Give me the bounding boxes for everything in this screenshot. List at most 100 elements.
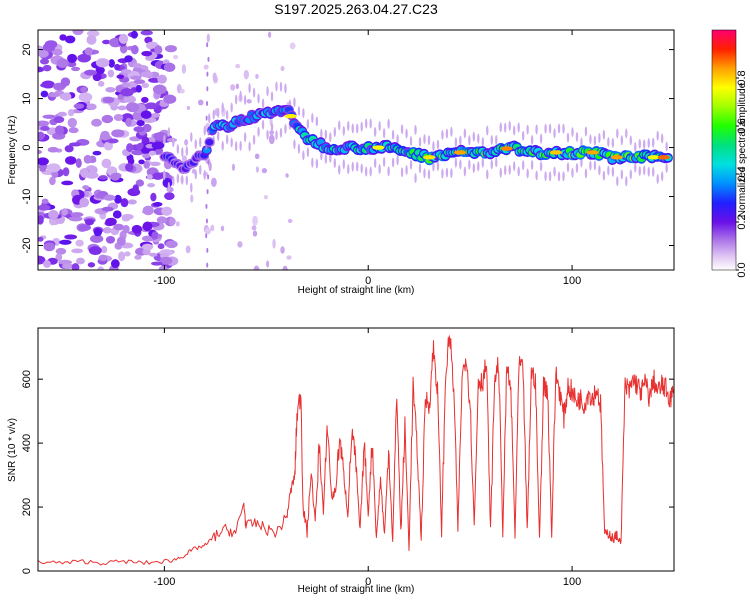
colorbar-label: Normalized spectral amplitude bbox=[737, 82, 748, 217]
snr-y-ticks: 0 200 400 600 bbox=[21, 370, 674, 574]
spectrogram-cell bbox=[263, 194, 268, 200]
colorbar-ticks: 0.0 0.2 0.4 0.6 0.8 bbox=[736, 70, 748, 278]
spectrogram-cell bbox=[72, 30, 84, 36]
spectrogram-cell bbox=[202, 147, 211, 154]
spectrogram-cell bbox=[53, 116, 65, 123]
spectrogram-marks bbox=[38, 30, 673, 270]
spectrogram-cell bbox=[118, 33, 129, 44]
spectrogram-cell bbox=[468, 135, 471, 146]
spectrogram-cell bbox=[41, 198, 49, 204]
spectrogram-cell bbox=[197, 99, 204, 106]
spectrogram-cell bbox=[356, 123, 359, 134]
spectrogram-cell bbox=[152, 172, 164, 180]
spectrogram-cell bbox=[199, 164, 202, 175]
spectrogram-cell bbox=[660, 133, 664, 144]
spectrogram-cell bbox=[284, 83, 287, 94]
spectrogram-cell bbox=[499, 167, 502, 178]
spectrogram-cell bbox=[59, 239, 72, 245]
spectrogram-cell bbox=[611, 137, 615, 148]
spectrogram-cell bbox=[530, 134, 534, 145]
spectrogram-cell bbox=[526, 168, 529, 179]
spectrogram-cell bbox=[151, 141, 165, 150]
spectrogram-cell bbox=[625, 128, 628, 139]
spectrogram-cell bbox=[246, 99, 252, 104]
spectrogram-cell bbox=[634, 142, 637, 153]
spectrogram-cell bbox=[75, 158, 82, 168]
spectrogram-cell bbox=[272, 238, 276, 249]
spectrogram-cell bbox=[206, 86, 209, 92]
spectrogram-cell bbox=[647, 155, 660, 160]
spectrogram-cell bbox=[205, 145, 208, 151]
spectrogram-cell bbox=[486, 125, 489, 136]
spectrogram-cell bbox=[116, 236, 126, 246]
spectrogram-cell bbox=[252, 215, 258, 226]
spectrogram-cell bbox=[207, 130, 210, 136]
spectrogram-cell bbox=[445, 167, 449, 178]
snr-y-tick-label: 400 bbox=[21, 434, 33, 452]
spectrogram-cell bbox=[207, 174, 210, 180]
spectrogram-cell bbox=[217, 131, 220, 142]
spectrogram-cell bbox=[557, 123, 561, 134]
spectrogram-cell bbox=[243, 132, 247, 143]
spectrogram-cell bbox=[320, 128, 323, 139]
spectrogram-cell bbox=[414, 124, 417, 135]
spectrogram-cell bbox=[544, 171, 547, 182]
spectrogram-cell bbox=[548, 171, 552, 182]
spectrogram-cell bbox=[239, 90, 242, 101]
spectrogram-cell bbox=[372, 145, 385, 150]
spectrogram-cell bbox=[279, 81, 283, 92]
spectrogram-cell bbox=[159, 256, 173, 265]
snr-frame bbox=[37, 327, 675, 572]
spectrogram-cell bbox=[324, 129, 328, 140]
spectrogram-cell bbox=[571, 127, 574, 138]
spectrogram-cell bbox=[643, 139, 646, 150]
spectrogram-cell bbox=[387, 166, 390, 177]
spectrogram-cell bbox=[217, 107, 220, 118]
spectrogram-x-label: Height of straight line (km) bbox=[298, 285, 415, 296]
spectrogram-cell bbox=[261, 168, 268, 174]
spectrogram-cell bbox=[127, 157, 135, 165]
spectrogram-cell bbox=[93, 227, 103, 237]
spectrogram-cell bbox=[445, 128, 449, 139]
spectrogram-cell bbox=[477, 161, 480, 172]
spectrogram-x-ticks: -100 0 100 bbox=[153, 30, 581, 287]
spectrogram-cell bbox=[267, 31, 272, 38]
spectrogram-cell bbox=[157, 243, 165, 250]
spectrogram-cell bbox=[208, 113, 211, 124]
spectrogram-cell bbox=[152, 84, 167, 95]
spectrogram-cell bbox=[86, 103, 97, 111]
spectrogram-cell bbox=[548, 123, 552, 134]
spectrogram-cell bbox=[207, 56, 210, 62]
spectrogram-cell bbox=[221, 140, 224, 151]
spectrogram-cell bbox=[235, 83, 240, 90]
spectrogram-cell bbox=[77, 53, 91, 63]
colorbar: 0.0 0.2 0.4 0.6 0.8 Normalized spectral ampl… bbox=[711, 29, 748, 278]
colorbar-tick-label: 0.2 bbox=[736, 214, 748, 229]
spectrogram-cell bbox=[42, 64, 52, 72]
spectrogram-cell bbox=[243, 69, 249, 80]
spectrogram-cell bbox=[586, 150, 599, 155]
spectrogram-cell bbox=[414, 173, 417, 184]
spectrogram-cell bbox=[210, 177, 217, 188]
spectrogram-cell bbox=[418, 163, 422, 174]
spectrogram-cell bbox=[665, 163, 668, 174]
spectrogram-cell bbox=[126, 143, 134, 153]
spectrogram-cell bbox=[270, 91, 274, 102]
spectrogram-cell bbox=[114, 63, 121, 71]
spectrogram-cell bbox=[364, 166, 368, 177]
spectrogram-cell bbox=[76, 257, 85, 265]
spectrogram-cell bbox=[517, 166, 520, 177]
spectrogram-cell bbox=[68, 216, 83, 222]
spectrogram-cell bbox=[142, 205, 154, 216]
spectrogram-cell bbox=[161, 206, 173, 216]
spectrogram-cell bbox=[39, 58, 50, 65]
snr-x-tick-label: 100 bbox=[563, 576, 581, 588]
spectrogram-cell bbox=[141, 235, 155, 242]
spectrogram-cell bbox=[206, 189, 209, 195]
spectrogram-cell bbox=[205, 227, 212, 235]
spectrogram-cell bbox=[80, 86, 88, 93]
spectrogram-cell bbox=[575, 162, 579, 173]
spectrogram-cell bbox=[142, 153, 151, 159]
spectrogram-cell bbox=[125, 117, 132, 127]
